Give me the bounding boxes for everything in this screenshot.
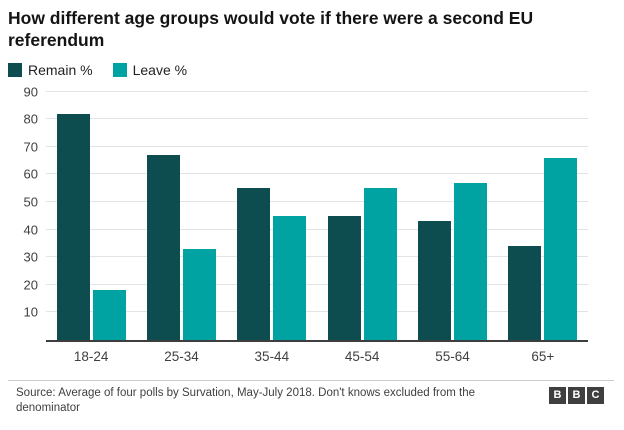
gridline bbox=[46, 145, 588, 147]
bar-leave bbox=[182, 248, 216, 340]
gridline bbox=[46, 90, 588, 92]
bbc-logo-block: B bbox=[568, 386, 585, 404]
gridline bbox=[46, 256, 588, 258]
y-axis-tick-label: 80 bbox=[23, 111, 38, 127]
bar-group bbox=[136, 92, 226, 340]
bar-group bbox=[227, 92, 317, 340]
bar-group bbox=[407, 92, 497, 340]
bar-remain bbox=[56, 113, 90, 340]
bbc-logo-block: C bbox=[587, 386, 604, 404]
y-axis-tick-label: 20 bbox=[23, 277, 38, 293]
x-axis-label: 65+ bbox=[531, 348, 555, 364]
legend-item: Remain % bbox=[8, 62, 93, 78]
gridline bbox=[46, 311, 588, 313]
plot-area: 10 20 30 40 50 60 70 80 90 bbox=[24, 84, 588, 342]
footer: Source: Average of four polls by Survati… bbox=[8, 379, 614, 416]
chart-title: How different age groups would vote if t… bbox=[8, 8, 534, 50]
legend-item: Leave % bbox=[112, 61, 188, 78]
bar-group bbox=[317, 92, 407, 340]
gridline bbox=[46, 228, 588, 230]
legend-swatch bbox=[112, 62, 127, 77]
y-axis-tick-label: 40 bbox=[23, 222, 38, 238]
gridline bbox=[46, 283, 588, 285]
bar-group bbox=[46, 92, 136, 340]
legend-label: Leave % bbox=[132, 61, 188, 78]
bar-leave bbox=[273, 215, 307, 340]
x-axis-labels: 18-24 25-34 35-44 45-54 55-64 65+ bbox=[46, 349, 588, 364]
gridline bbox=[46, 200, 588, 202]
gridline bbox=[46, 173, 588, 175]
y-axis-tick-label: 90 bbox=[23, 84, 38, 100]
chart-page: How different age groups would vote if t… bbox=[8, 8, 614, 416]
bar-leave bbox=[92, 290, 126, 340]
x-axis-label: 35-44 bbox=[254, 348, 290, 364]
legend: Remain % Leave % bbox=[8, 62, 614, 78]
bar-remain bbox=[327, 215, 361, 340]
bar-remain bbox=[237, 188, 271, 340]
bar-remain bbox=[417, 221, 451, 340]
bbc-logo-block: B bbox=[549, 386, 566, 404]
bar-leave bbox=[363, 188, 397, 340]
bar-groups bbox=[46, 92, 588, 340]
y-axis-tick-label: 30 bbox=[23, 249, 38, 265]
chart: 10 20 30 40 50 60 70 80 90 18-24 25-34 35-44 45-54 5… bbox=[24, 84, 588, 364]
bar-leave bbox=[453, 182, 487, 340]
x-axis-label: 55-64 bbox=[435, 348, 470, 364]
y-axis-tick-label: 60 bbox=[23, 166, 38, 182]
bar-group bbox=[498, 92, 588, 340]
x-axis-label: 45-54 bbox=[344, 348, 380, 364]
bar-remain bbox=[146, 155, 180, 340]
legend-label: Remain % bbox=[28, 61, 93, 78]
x-axis-label: 18-24 bbox=[73, 348, 109, 364]
source-text: Source: Average of four polls by Survati… bbox=[16, 386, 476, 414]
bar-remain bbox=[508, 246, 542, 340]
y-axis-tick-label: 10 bbox=[23, 304, 38, 320]
legend-swatch bbox=[8, 62, 22, 77]
y-axis-tick-label: 50 bbox=[23, 194, 38, 210]
gridline bbox=[46, 118, 588, 120]
y-axis-tick-label: 70 bbox=[23, 139, 38, 155]
x-axis-label: 25-34 bbox=[164, 348, 199, 364]
bar-leave bbox=[544, 157, 578, 340]
